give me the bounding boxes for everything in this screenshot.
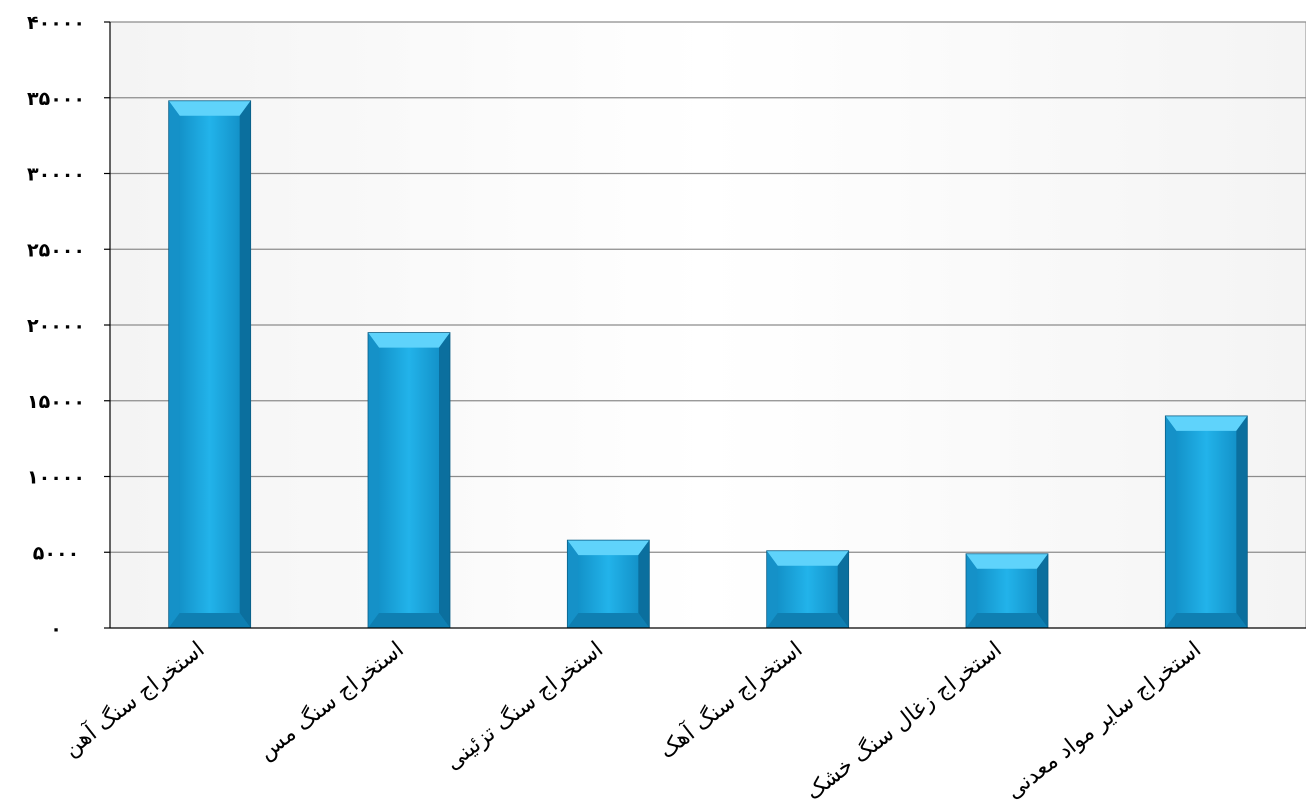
bar xyxy=(566,539,650,629)
y-tick-label: ۴۰۰۰۰ xyxy=(27,12,85,34)
x-tick-label: استخراج سنگ آهک xyxy=(654,635,808,763)
bar xyxy=(766,550,850,629)
bar xyxy=(367,332,451,629)
bar xyxy=(965,553,1049,629)
x-tick-label: استخراج سایر مواد معدنی xyxy=(1002,637,1206,804)
y-tick-label: ۳۵۰۰۰ xyxy=(27,88,85,110)
x-tick-label: استخراج سنگ آهن xyxy=(58,635,209,762)
y-tick-label: ۲۰۰۰۰ xyxy=(27,315,85,337)
bar xyxy=(168,100,252,629)
x-tick-label: استخراج سنگ تزئینی xyxy=(440,636,608,775)
x-axis-ticks: استخراج سنگ آهن استخراج سنگ مس استخراج سنگ… xyxy=(58,635,1206,805)
y-tick-label: ۳۰۰۰۰ xyxy=(27,164,85,186)
y-tick-label: ۵۰۰۰ xyxy=(33,542,79,564)
bar xyxy=(1164,415,1248,629)
y-tick-label: ۱۰۰۰۰ xyxy=(27,467,85,489)
x-tick-label: استخراج زغال سنگ خشک xyxy=(801,636,1007,805)
y-axis-ticks: ۰ ۵۰۰۰ ۱۰۰۰۰ ۱۵۰۰۰ ۲۰۰۰۰ ۲۵۰۰۰ ۳۰۰۰۰ ۳۵۰۰۰ ۴۰۰۰۰ xyxy=(27,12,110,640)
gridlines xyxy=(110,21,1306,553)
y-tick-label: ۱۵۰۰۰ xyxy=(27,391,85,413)
y-tick-label: ۲۵۰۰۰ xyxy=(27,239,85,261)
x-tick-label: استخراج سنگ مس xyxy=(254,636,409,765)
y-tick-label: ۰ xyxy=(50,618,62,640)
